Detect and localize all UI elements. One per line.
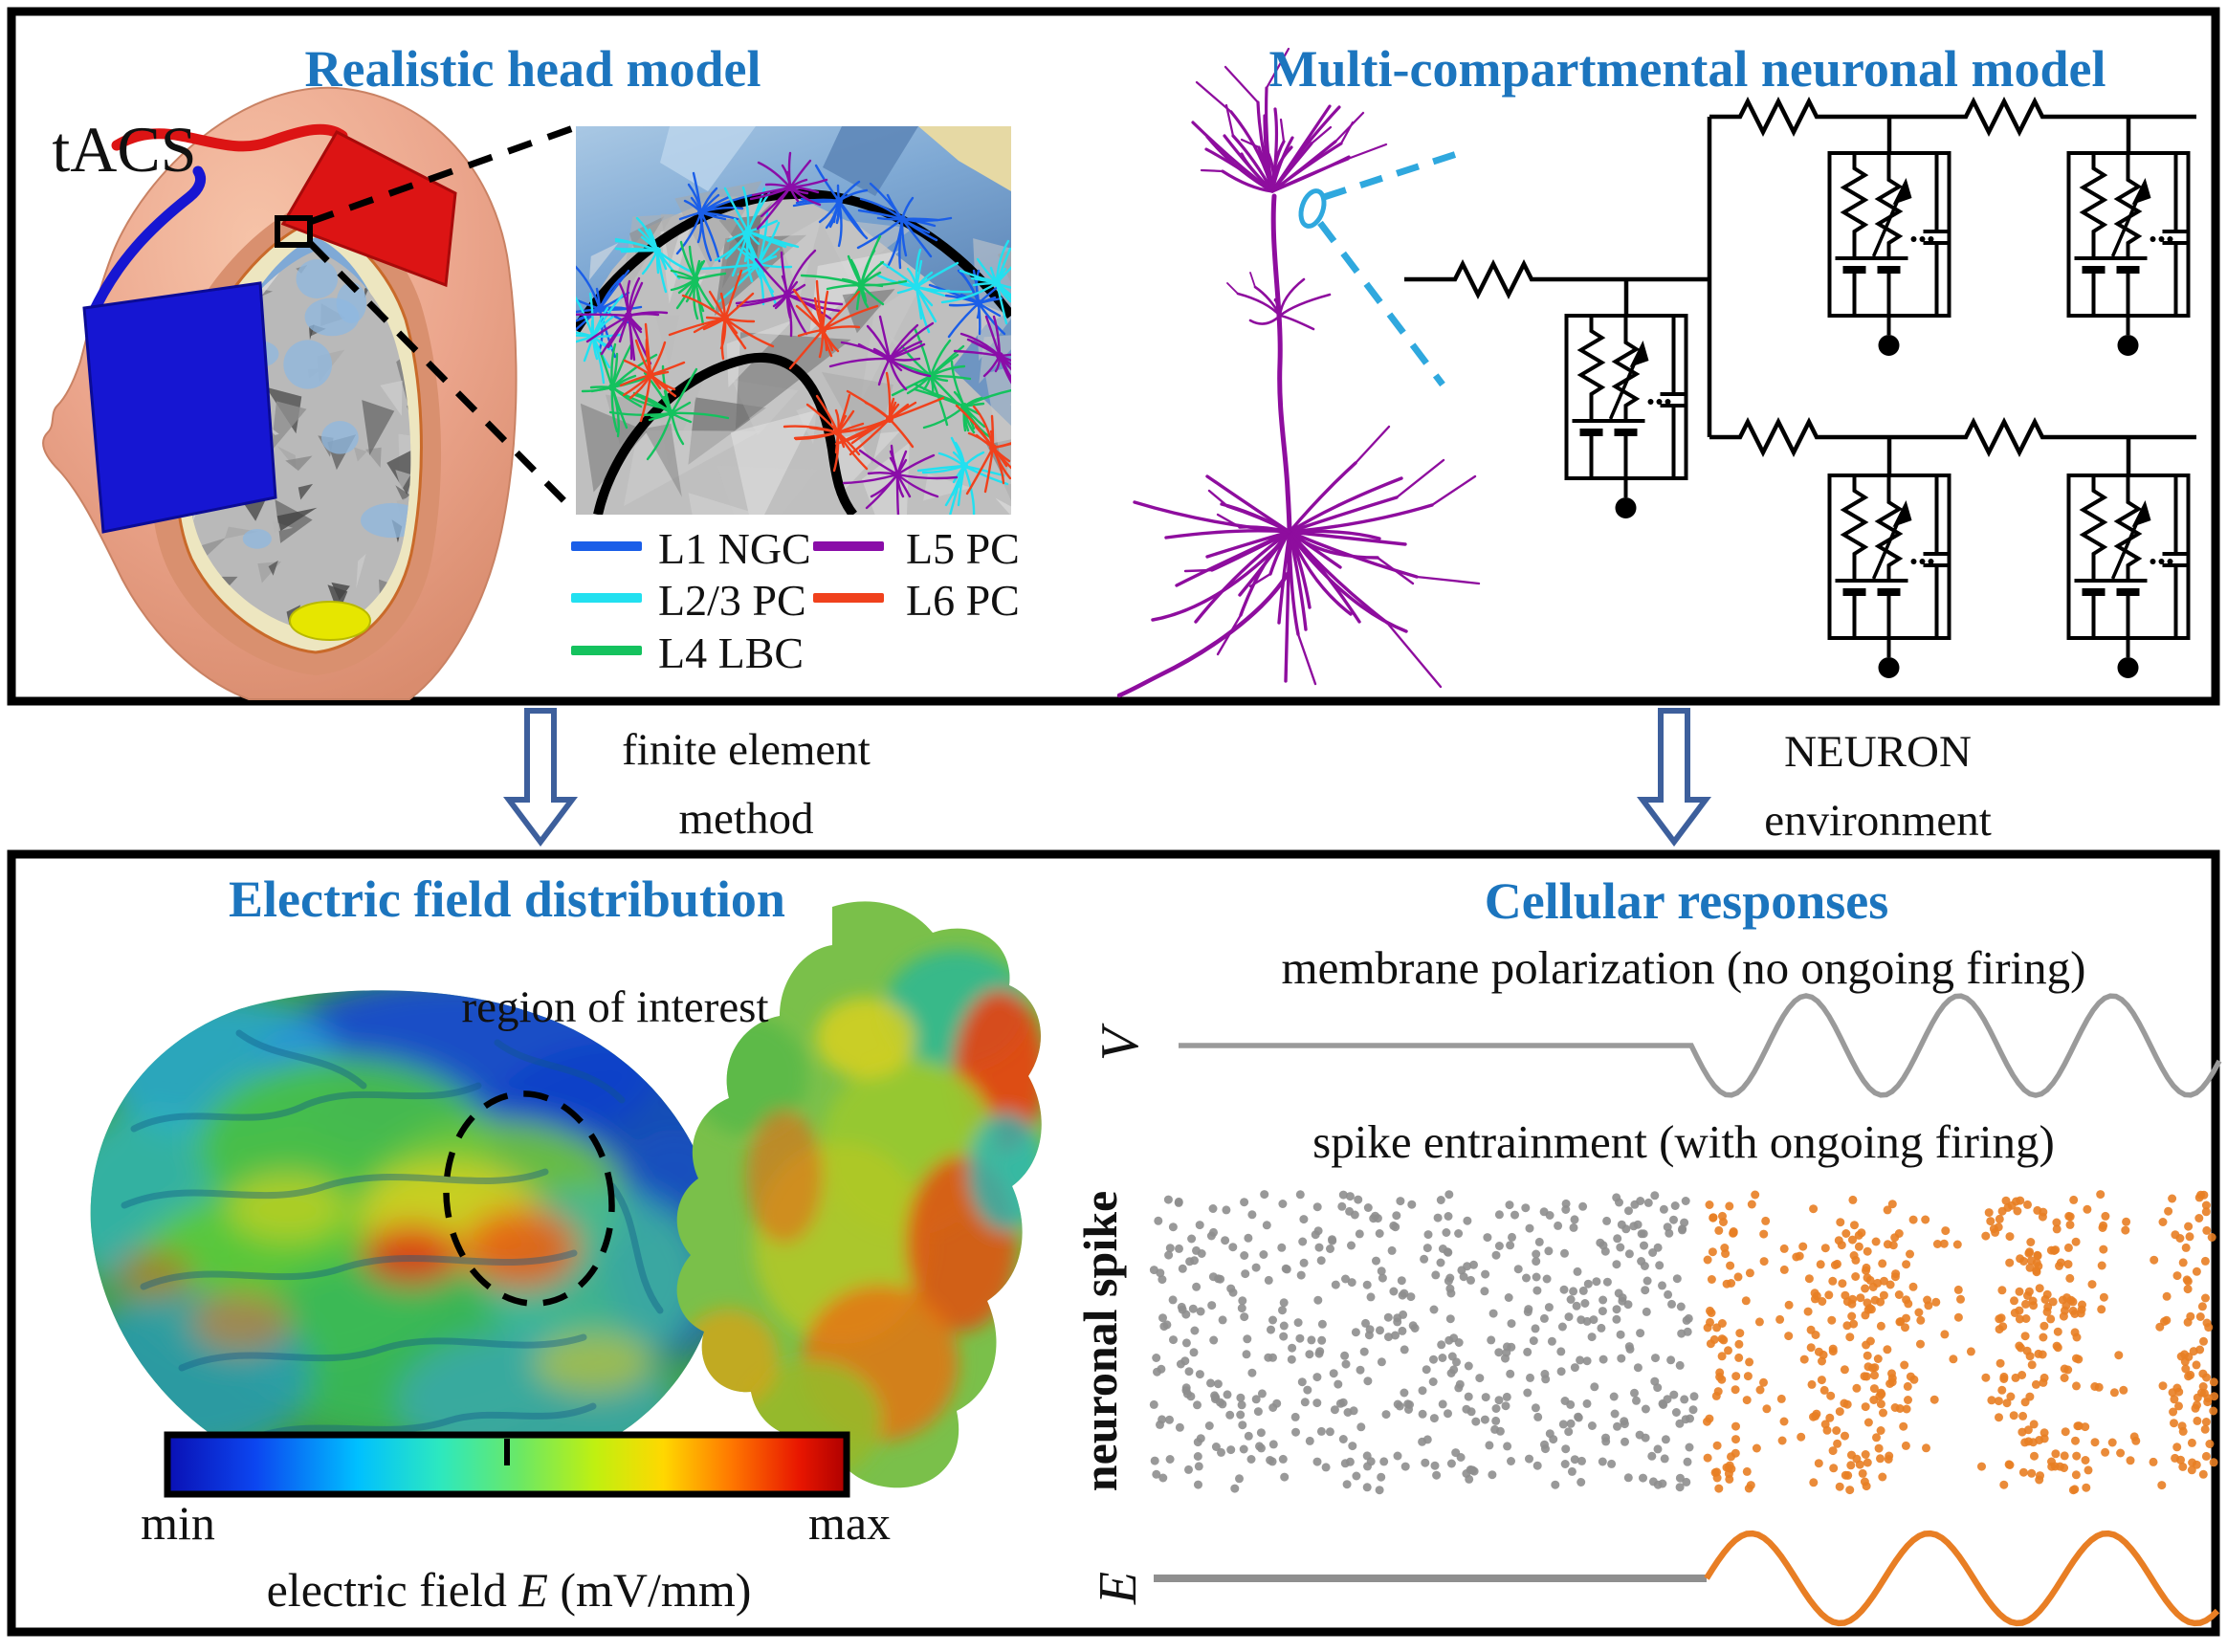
- red-electrode: [280, 130, 457, 288]
- colorbar: [164, 1431, 850, 1498]
- title-multi-compartmental-model: Multi-compartmental neuronal model: [1268, 40, 2106, 98]
- efield-axis-label-var: E: [518, 1563, 548, 1617]
- legend-label: L2/3 PC: [658, 576, 806, 625]
- efield-axis-label-unit: (mV/mm): [547, 1563, 752, 1617]
- efield-axis-label-text: electric field: [266, 1563, 519, 1617]
- segment-circle-icon: [1298, 188, 1327, 229]
- legend-label: L1 NGC: [658, 524, 811, 573]
- legend-swatch: [571, 593, 642, 603]
- zoom-connector-bottom: [307, 240, 579, 516]
- efield-axis-label: electric field E (mV/mm): [222, 1565, 796, 1616]
- compartment: [2069, 475, 2190, 678]
- neuron-env-label-line2: environment: [1764, 796, 1992, 846]
- tacs-label: tACS: [52, 113, 197, 186]
- head-model-illustration: [42, 86, 579, 700]
- fem-label-line1: finite element: [622, 725, 871, 775]
- raster-plot: [1149, 1190, 2219, 1495]
- down-arrow-icon-fem: [503, 708, 578, 847]
- title-realistic-head-model: Realistic head model: [304, 40, 761, 98]
- blue-electrode: [82, 281, 277, 534]
- spike-entrainment-label: spike entrainment (with ongoing firing): [1312, 1115, 2055, 1168]
- compartment: [1567, 316, 1687, 518]
- compartment: [2069, 153, 2190, 356]
- legend-swatch: [571, 541, 642, 551]
- cortex-inset: [576, 126, 1011, 515]
- callout-line-top: [1322, 147, 1467, 201]
- raster-axis-label: neuronal spike: [1072, 1190, 1127, 1492]
- neuron-env-label-line1: NEURON: [1784, 727, 1972, 777]
- legend-swatch: [813, 541, 884, 551]
- colorbar-min-label: min: [141, 1496, 215, 1550]
- cutout-yellow-structure: [289, 601, 371, 641]
- v-trace: [1179, 993, 2222, 1098]
- roi-dashed-circle: [443, 1090, 615, 1307]
- compartment: [1830, 475, 1951, 678]
- legend-label: L4 LBC: [658, 628, 805, 677]
- red-electrode-wire: [111, 123, 348, 152]
- fem-label-line2: method: [678, 794, 814, 844]
- blue-electrode-wire: [85, 165, 207, 323]
- colorbar-max-label: max: [807, 1496, 892, 1550]
- e-trace-wave: [1704, 1530, 2220, 1627]
- title-cellular-responses: Cellular responses: [1484, 872, 1889, 930]
- legend-label: L5 PC: [906, 524, 1020, 573]
- callout-line-bottom: [1317, 220, 1445, 387]
- membrane-polarization-label: membrane polarization (no ongoing firing…: [1281, 941, 2086, 994]
- brain-efield-illustration: [90, 990, 720, 1489]
- segment-callout: [1298, 147, 1467, 387]
- legend-label: L6 PC: [906, 576, 1020, 625]
- region-of-interest-label: region of interest: [461, 982, 769, 1032]
- legend-swatch: [813, 593, 884, 603]
- bottom-panel-frame: [7, 849, 2220, 1637]
- gyrus-outline-bottom: [593, 352, 858, 515]
- e-axis-label: E: [1089, 1571, 1149, 1605]
- top-panel-frame: [7, 7, 2220, 706]
- title-electric-field-distribution: Electric field distribution: [229, 870, 785, 928]
- inset-neuron-clusters: [576, 151, 1011, 515]
- zoom-square-marker: [275, 215, 313, 248]
- circuit-diagram: [1404, 101, 2196, 678]
- legend-swatch: [571, 646, 642, 655]
- zoom-connector-top: [308, 123, 578, 226]
- v-axis-label: V: [1091, 1027, 1151, 1062]
- neuron-morphology: [1116, 47, 1481, 698]
- down-arrow-icon-neuron: [1637, 708, 1711, 847]
- compartment: [1830, 153, 1951, 356]
